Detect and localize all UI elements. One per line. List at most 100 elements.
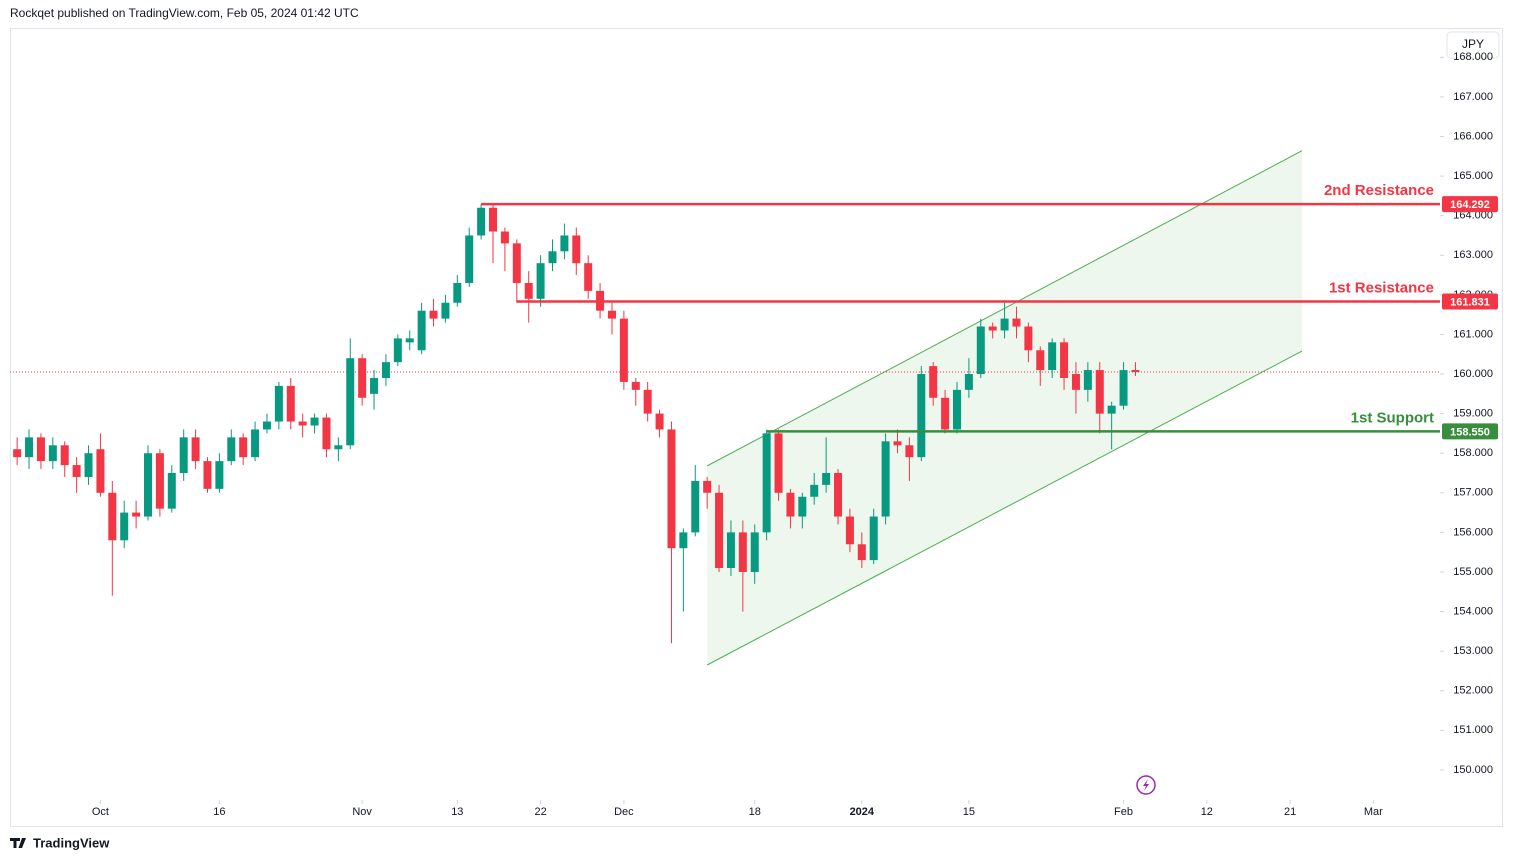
candle-body — [750, 532, 759, 572]
x-tick-label: Oct — [92, 806, 109, 818]
x-tick-label: 12 — [1201, 806, 1213, 818]
candle-body — [1024, 326, 1033, 351]
candle-body — [667, 429, 676, 549]
y-tick-label: 154.000 — [1453, 605, 1493, 617]
candle-body — [1071, 374, 1080, 390]
x-tick-label: Feb — [1114, 806, 1133, 818]
y-tick-label: 156.000 — [1453, 526, 1493, 538]
candle-body — [607, 310, 616, 319]
candle-body — [738, 532, 747, 572]
candle-body — [976, 326, 985, 375]
candle-body — [393, 338, 402, 363]
candle-body — [167, 472, 176, 509]
candle-body — [857, 544, 866, 561]
candle-body — [417, 310, 426, 351]
candle-body — [120, 512, 129, 541]
candle-body — [893, 441, 902, 446]
level-name: 1st Resistance — [1329, 280, 1434, 297]
x-tick-label: 16 — [213, 806, 225, 818]
candle-body — [762, 433, 771, 533]
candle-body — [1083, 370, 1092, 390]
candle-body — [179, 437, 188, 473]
candle-body — [1000, 318, 1009, 331]
candle-body — [988, 326, 997, 331]
candle-body — [929, 366, 938, 398]
candle-body — [572, 235, 581, 264]
candle-body — [703, 480, 712, 493]
candle-body — [619, 318, 628, 382]
candle-body — [1048, 342, 1057, 371]
channel-lower — [706, 350, 1303, 666]
candle-body — [370, 377, 379, 394]
candle-body — [251, 429, 260, 458]
footer-logo — [10, 838, 26, 848]
candle-body — [358, 358, 367, 398]
candle-body — [810, 484, 819, 497]
candle-body — [679, 532, 688, 549]
flash-icon — [1136, 775, 1156, 795]
y-tick-label: 158.000 — [1453, 447, 1493, 459]
candle-body — [227, 437, 236, 462]
candle-body — [274, 385, 283, 422]
candle-body — [964, 374, 973, 390]
candle-body — [144, 453, 153, 517]
candle-body — [1119, 370, 1128, 406]
candle-body — [429, 310, 438, 319]
candle-body — [631, 381, 640, 390]
candle-body — [441, 302, 450, 319]
footer-brand: TradingView — [33, 835, 110, 850]
candle-body — [917, 374, 926, 458]
candle-body — [1012, 318, 1021, 327]
candle-body — [500, 231, 509, 244]
candle-body — [560, 235, 569, 252]
candle-body — [822, 472, 831, 485]
candle-body — [512, 243, 521, 283]
y-tick-label: 161.000 — [1453, 328, 1493, 340]
header: Rockqet published on TradingView.com, Fe… — [10, 6, 359, 20]
candle-body — [655, 413, 664, 430]
x-tick-label: 2024 — [850, 806, 875, 818]
y-tick-label: 155.000 — [1453, 566, 1493, 578]
candle-body — [845, 516, 854, 545]
channel-fill — [707, 150, 1302, 666]
candle-body — [798, 496, 807, 517]
candle-body — [1131, 370, 1140, 373]
candle-body — [405, 338, 414, 343]
x-tick-label: Nov — [352, 806, 372, 818]
candle-body — [72, 465, 81, 477]
price-tag-label: 158.550 — [1450, 426, 1490, 438]
candle-body — [215, 461, 224, 489]
candle-body — [465, 235, 474, 283]
candle-body — [25, 437, 34, 458]
y-tick-label: 160.000 — [1453, 368, 1493, 380]
candle-body — [1036, 350, 1045, 371]
y-tick-label: 167.000 — [1453, 91, 1493, 103]
candle-body — [584, 263, 593, 291]
candle-body — [298, 421, 307, 426]
level-name: 1st Support — [1351, 409, 1434, 426]
currency-button[interactable] — [1446, 31, 1500, 59]
y-tick-label: 165.000 — [1453, 170, 1493, 182]
candle-body — [84, 453, 93, 477]
x-tick-label: 18 — [749, 806, 761, 818]
candle-body — [36, 437, 45, 462]
price-tag — [1442, 293, 1498, 310]
x-tick-label: Mar — [1364, 806, 1383, 818]
candle-body — [477, 207, 486, 236]
candle-body — [1095, 370, 1104, 414]
candle-body — [453, 282, 462, 303]
candle-body — [13, 449, 22, 458]
candle-body — [322, 417, 331, 450]
candle-body — [334, 445, 343, 450]
y-tick-label: 153.000 — [1453, 645, 1493, 657]
candle-body — [132, 512, 141, 517]
y-tick-label: 164.000 — [1453, 210, 1493, 222]
currency-label: JPY — [1462, 37, 1484, 51]
x-tick-label: Dec — [614, 806, 634, 818]
y-tick-label: 150.000 — [1453, 764, 1493, 776]
y-tick-label: 157.000 — [1453, 487, 1493, 499]
x-tick-label: 13 — [451, 806, 463, 818]
candle-body — [346, 358, 355, 446]
candle-body — [774, 433, 783, 493]
candle-body — [869, 516, 878, 561]
